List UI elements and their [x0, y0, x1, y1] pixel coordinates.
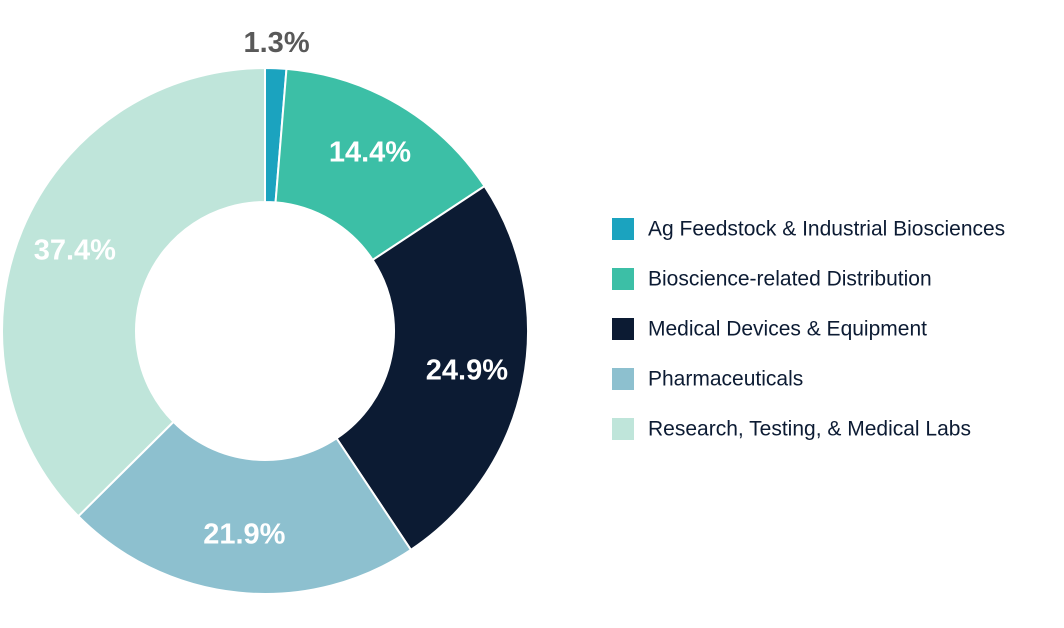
- slice-medical-devices-equipment: [335, 184, 529, 552]
- legend-label: Ag Feedstock & Industrial Biosciences: [648, 218, 1005, 241]
- legend-label: Pharmaceuticals: [648, 368, 803, 391]
- slice-research-testing-medical-labs: [1, 66, 266, 518]
- legend-label: Research, Testing, & Medical Labs: [648, 418, 971, 441]
- legend-item-research-testing-medical-labs: Research, Testing, & Medical Labs: [612, 418, 971, 441]
- legend-swatch: [612, 218, 634, 240]
- legend-label: Medical Devices & Equipment: [648, 318, 927, 341]
- legend: Ag Feedstock & Industrial Biosciences Bio…: [612, 218, 1005, 441]
- legend-item-bioscience-related-distribution: Bioscience-related Distribution: [612, 268, 932, 291]
- data-label-ag-feedstock-industrial-biosciences: 1.3%: [244, 27, 310, 59]
- legend-swatch: [612, 418, 634, 440]
- slice-bioscience-related-distribution: [274, 67, 486, 262]
- data-label-medical-devices-equipment: 24.9%: [426, 355, 508, 387]
- slice-pharmaceuticals: [76, 420, 413, 595]
- legend-item-ag-feedstock-industrial-biosciences: Ag Feedstock & Industrial Biosciences: [612, 218, 1005, 241]
- data-label-pharmaceuticals: 21.9%: [203, 519, 285, 551]
- legend-swatch: [612, 318, 634, 340]
- legend-swatch: [612, 368, 634, 390]
- data-label-research-testing-medical-labs: 37.4%: [34, 234, 116, 266]
- legend-label: Bioscience-related Distribution: [648, 268, 932, 291]
- legend-swatch: [612, 268, 634, 290]
- slice-labels: 1.3% 14.4% 24.9% 21.9% 37.4%: [34, 27, 509, 551]
- legend-item-pharmaceuticals: Pharmaceuticals: [612, 368, 803, 391]
- donut-slices: [1, 66, 529, 595]
- data-label-bioscience-related-distribution: 14.4%: [329, 136, 411, 168]
- legend-item-medical-devices-equipment: Medical Devices & Equipment: [612, 318, 927, 341]
